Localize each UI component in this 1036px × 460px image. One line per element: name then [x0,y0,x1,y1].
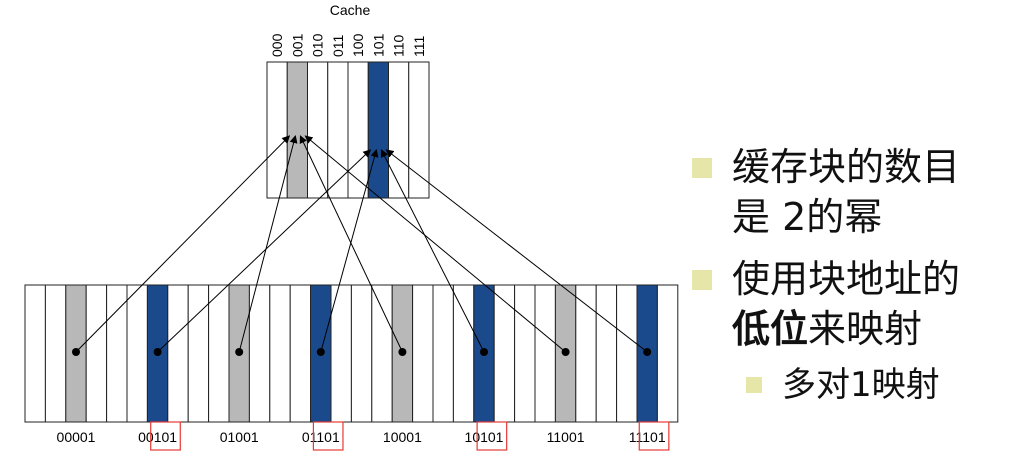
low-bits-highlight-box [312,421,344,451]
sub-bullet-many-to-one: 多对1映射 [690,360,1030,410]
address-low-bits: 101 [480,429,504,445]
memory-slot [289,284,312,423]
memory-slot [595,284,618,423]
cache-index-label: 001 [289,33,305,57]
memory-slot [432,284,454,423]
address-prefix: 11001 [547,429,585,445]
mapping-arrow [380,149,485,353]
address-prefix: 01001 [220,429,259,445]
cache-slot-001 [286,61,308,199]
memory-slot [126,284,148,423]
memory-slot [208,284,230,423]
address-prefix: 00 [138,429,154,445]
cache-index-label: 110 [391,34,407,57]
memory-slot [575,284,597,423]
memory-slot [106,284,128,423]
memory-address-labels: 00001 00101 01001 01101 10001 10101 11001 11101 [57,421,670,451]
memory-slot [616,284,638,423]
bullet-text-line1: 缓存块的数目 [732,145,961,189]
address-prefix: 00001 [57,429,96,445]
cache-slot-100 [347,61,369,199]
mapping-arrow [385,149,648,353]
cache-index-label: 010 [310,33,326,57]
bullet-text-line2: 是 2的幂 [732,195,883,239]
memory-slot [350,284,373,423]
cache-index-label: 100 [350,33,366,57]
cache-slot-101 [367,61,389,199]
memory-slot [24,284,46,423]
memory-block [24,284,679,423]
memory-address: 11001 [547,429,585,445]
memory-slot [248,284,271,423]
memory-slot [371,284,393,423]
address-low-bits: 101 [154,429,178,445]
bullet-text-line1: 使用块地址的 [732,257,961,301]
memory-address: 00001 [57,429,96,445]
cache-title: Cache [330,2,371,18]
cache-index-label: 000 [269,33,285,57]
mapping-arrow [320,149,379,353]
mapping-arrow [299,135,403,353]
memory-slot [269,284,291,423]
bullet-marker-icon [692,158,712,178]
memory-slot [167,284,189,423]
address-low-bits: 101 [316,429,340,445]
bullet-text-rest: 来映射 [808,307,923,351]
sub-bullet-text: 多对1映射 [782,365,940,405]
address-prefix: 10001 [383,429,422,445]
mapping-arrow [157,149,372,353]
memory-address: 01101 [302,429,340,445]
bullet-marker-icon [746,377,762,393]
memory-slot [44,284,67,423]
direct-mapped-cache-diagram: Cache 000 001 010 011 100 101 110 111 00001 0010… [24,2,679,451]
memory-address: 00101 [138,429,177,445]
memory-slot [514,284,536,423]
mapping-arrow [238,135,298,353]
memory-address: 10101 [465,429,504,445]
cache-block [266,61,430,199]
memory-slot [656,284,679,423]
bullet-list: 缓存块的数目 是 2的幂 使用块地址的 低位来映射 多对1映射 [690,142,1030,410]
cache-slot-010 [307,61,329,199]
address-prefix: 01 [302,429,318,445]
mapping-arrow [75,135,291,353]
bullet-marker-icon [692,270,712,290]
low-bits-highlight-box [638,421,670,451]
memory-slot [85,284,108,423]
low-bits-highlight-box [150,421,181,451]
address-low-bits: 101 [642,429,666,445]
mapping-arrow [304,135,566,353]
memory-slot [493,284,516,423]
cache-index-labels: 000 001 010 011 100 101 110 111 [269,33,427,57]
cache-index-label: 101 [370,33,386,57]
memory-address: 01001 [220,429,259,445]
memory-address: 10001 [383,429,422,445]
cache-slot-110 [388,61,410,199]
mapping-arrows [72,135,652,356]
cache-slot-111 [408,61,430,199]
memory-slot [534,284,556,423]
bullet-bold-term: 低位 [732,307,809,351]
memory-slot [187,284,210,423]
bullet-power-of-two: 缓存块的数目 是 2的幂 [690,142,1030,242]
memory-slot [452,284,475,423]
cache-index-label: 011 [330,34,346,57]
address-prefix: 10 [465,429,481,445]
cache-index-label: 111 [411,36,427,57]
memory-address: 11101 [629,429,666,445]
cache-slot-011 [327,61,349,199]
memory-slot [412,284,434,423]
bullet-low-order-bits: 使用块地址的 低位来映射 [690,254,1030,354]
low-bits-highlight-box [476,421,508,451]
